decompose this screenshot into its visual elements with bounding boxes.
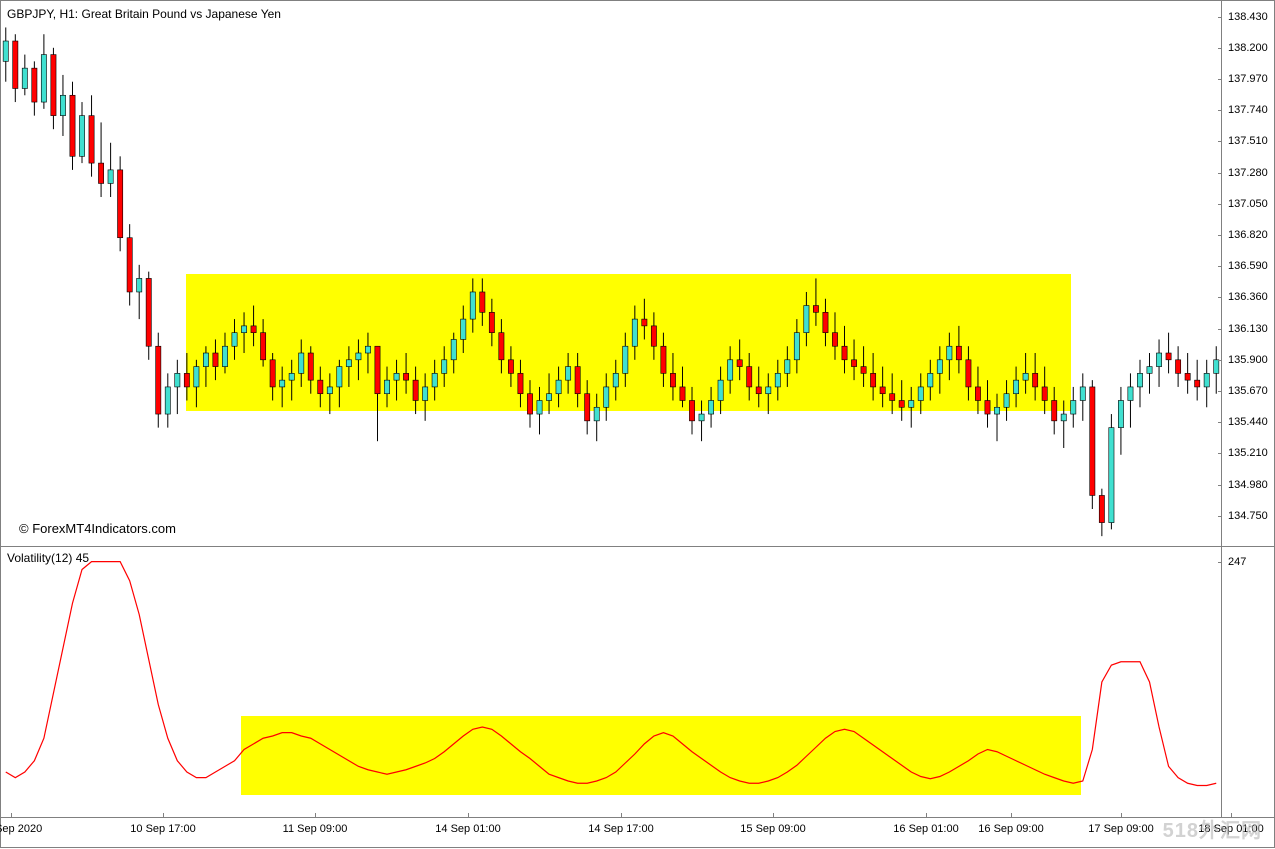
x-tick-label: 16 Sep 01:00 xyxy=(893,823,958,835)
y-tick-label: 137.970 xyxy=(1228,73,1268,85)
y-tick-label: 135.440 xyxy=(1228,416,1268,428)
x-tick-label: 14 Sep 17:00 xyxy=(588,823,653,835)
y-tick-label: 136.820 xyxy=(1228,229,1268,241)
y-tick-label: 135.900 xyxy=(1228,354,1268,366)
y-tick-label: 134.980 xyxy=(1228,479,1268,491)
x-tick-label: 15 Sep 09:00 xyxy=(740,823,805,835)
watermark: 518外汇网 xyxy=(1163,814,1262,843)
copyright-label: © ForexMT4Indicators.com xyxy=(19,521,176,536)
chart-title: GBPJPY, H1: Great Britain Pound vs Japan… xyxy=(7,7,281,21)
time-x-axis: 10 Sep 2020 10 Sep 17:00 11 Sep 09:00 14 Se… xyxy=(1,817,1275,849)
y-tick-label: 138.430 xyxy=(1228,11,1268,23)
x-tick-label: 10 Sep 17:00 xyxy=(130,823,195,835)
x-tick-label: 10 Sep 2020 xyxy=(0,823,42,835)
indicator-line-layer xyxy=(1,547,1221,817)
volatility-indicator-chart[interactable]: Volatility(12) 45 xyxy=(1,547,1221,817)
main-price-chart[interactable]: GBPJPY, H1: Great Britain Pound vs Japan… xyxy=(1,1,1221,547)
x-tick-label: 16 Sep 09:00 xyxy=(978,823,1043,835)
y-tick-label: 136.590 xyxy=(1228,260,1268,272)
indicator-y-axis: 247 xyxy=(1221,547,1275,817)
y-tick-label: 137.050 xyxy=(1228,198,1268,210)
chart-container: GBPJPY, H1: Great Britain Pound vs Japan… xyxy=(0,0,1275,848)
y-tick-label: 136.360 xyxy=(1228,291,1268,303)
x-tick-label: 17 Sep 09:00 xyxy=(1088,823,1153,835)
x-tick-label: 14 Sep 01:00 xyxy=(435,823,500,835)
x-tick-label: 11 Sep 09:00 xyxy=(283,823,348,835)
y-tick-label: 135.210 xyxy=(1228,447,1268,459)
y-tick-label: 137.740 xyxy=(1228,104,1268,116)
y-tick-label: 138.200 xyxy=(1228,42,1268,54)
y-tick-label: 137.510 xyxy=(1228,135,1268,147)
price-y-axis: 138.430 138.200 137.970 137.740 137.510 137.2… xyxy=(1221,1,1275,547)
y-tick-label: 135.670 xyxy=(1228,385,1268,397)
y-tick-label: 134.750 xyxy=(1228,510,1268,522)
y-tick-label: 247 xyxy=(1228,556,1246,568)
candlestick-layer xyxy=(1,1,1221,547)
indicator-label: Volatility(12) 45 xyxy=(7,551,89,565)
y-tick-label: 137.280 xyxy=(1228,167,1268,179)
y-tick-label: 136.130 xyxy=(1228,323,1268,335)
